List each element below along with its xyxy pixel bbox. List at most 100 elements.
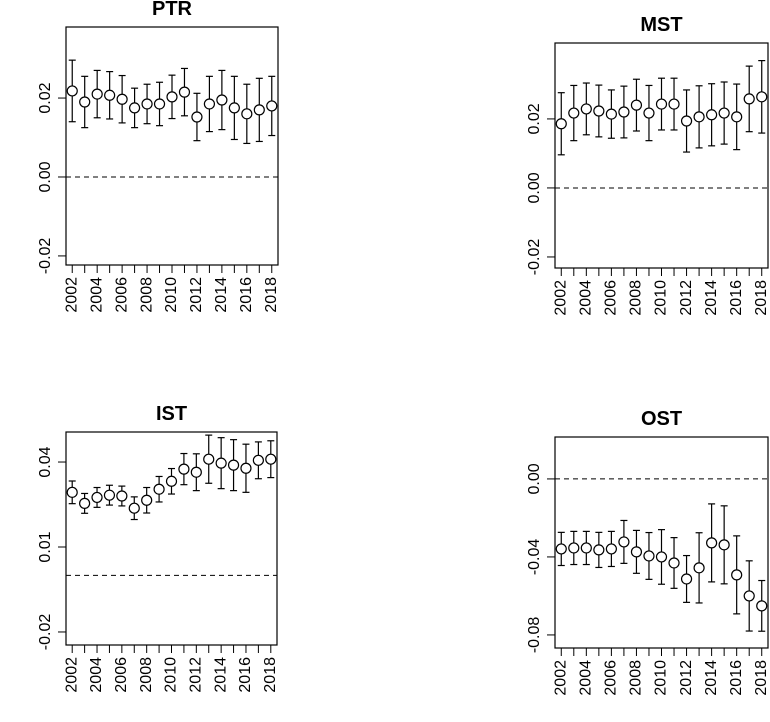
y-tick-label: -0.02 [37,614,54,651]
point [216,94,228,106]
point [153,483,165,495]
point [252,454,264,466]
point [568,542,580,554]
point [128,102,141,114]
point [693,562,705,574]
point [618,106,630,118]
point [680,115,693,127]
point [568,107,580,119]
x-tick-label: 2014 [213,277,230,313]
point [116,490,128,502]
point [555,543,567,555]
y-tick-label: 0.02 [526,103,543,134]
point [103,489,116,501]
point [141,98,153,110]
point [128,502,140,514]
point [706,537,718,549]
point [580,542,592,554]
x-tick-label: 2014 [703,660,720,696]
y-tick-label: -0.02 [526,239,543,276]
point [166,91,178,103]
x-tick-label: 2008 [628,280,645,316]
point [731,569,743,581]
point [253,104,265,116]
x-tick-label: 2006 [113,657,130,693]
x-tick-label: 2010 [653,660,670,696]
x-tick-label: 2004 [88,657,105,693]
x-tick-label: 2006 [113,277,130,313]
point [756,600,768,612]
y-tick-label: -0.04 [526,539,543,576]
x-tick-label: 2012 [188,657,205,693]
x-tick-label: 2002 [63,277,80,313]
x-tick-label: 2018 [753,660,770,696]
point [630,99,643,111]
point [116,93,128,105]
y-tick-label: -0.08 [526,617,543,654]
point [630,546,643,558]
point [555,118,567,130]
point [191,111,203,123]
point [66,486,78,498]
point [178,463,190,475]
panel: PTR -0.02 0.00 0.02 2002 2004 2006 2008 2010 2012… [37,0,280,313]
x-tick-label: 2010 [653,280,670,316]
point [718,539,730,551]
panel: OST -0.08 -0.04 0.00 2002 2004 2006 2008 2010 201… [526,408,770,696]
x-tick-label: 2016 [728,280,745,316]
x-tick-label: 2014 [212,657,229,693]
point [655,551,668,563]
x-tick-label: 2008 [628,660,645,696]
point [240,462,252,474]
x-tick-label: 2016 [238,277,255,313]
y-tick-label: 0.00 [526,172,543,203]
point [215,457,227,469]
point [593,105,605,117]
panel: IST -0.02 0.01 0.04 2002 2004 2006 2008 2010 2012… [37,403,279,693]
plot-frame [554,42,769,269]
point [643,550,655,562]
x-tick-label: 2016 [728,660,745,696]
point [228,102,240,114]
point [756,91,768,103]
point [605,108,617,120]
x-tick-label: 2002 [552,280,569,316]
point [79,497,91,509]
x-tick-label: 2010 [163,277,180,313]
x-tick-label: 2018 [753,280,770,316]
x-tick-label: 2002 [63,657,80,693]
x-tick-label: 2006 [603,660,620,696]
x-tick-label: 2018 [263,277,280,313]
point [227,459,240,471]
x-tick-label: 2008 [138,657,155,693]
point [743,590,755,602]
point [91,491,103,504]
y-tick-label: 0.01 [37,531,54,562]
x-tick-label: 2010 [163,657,180,693]
x-tick-label: 2012 [678,660,695,696]
x-tick-label: 2012 [188,277,205,313]
x-tick-label: 2008 [138,277,155,313]
x-tick-label: 2004 [88,277,105,313]
panel-title: IST [156,403,187,425]
point [668,98,680,110]
point [203,98,216,110]
point [580,103,592,115]
point [605,543,617,555]
y-tick-label: 0.02 [37,82,54,113]
point [693,111,705,123]
y-tick-label: 0.00 [37,161,54,192]
point [743,93,755,105]
point [265,453,277,465]
panel-title: MST [640,14,682,36]
panel-title: PTR [152,0,193,20]
point [141,494,153,506]
x-tick-label: 2012 [678,280,695,316]
x-tick-label: 2014 [703,280,720,316]
point [190,466,202,478]
y-tick-label: 0.00 [526,463,543,494]
point [203,453,215,465]
point [680,573,693,585]
plot-frame [65,26,279,266]
x-tick-label: 2004 [578,280,595,316]
